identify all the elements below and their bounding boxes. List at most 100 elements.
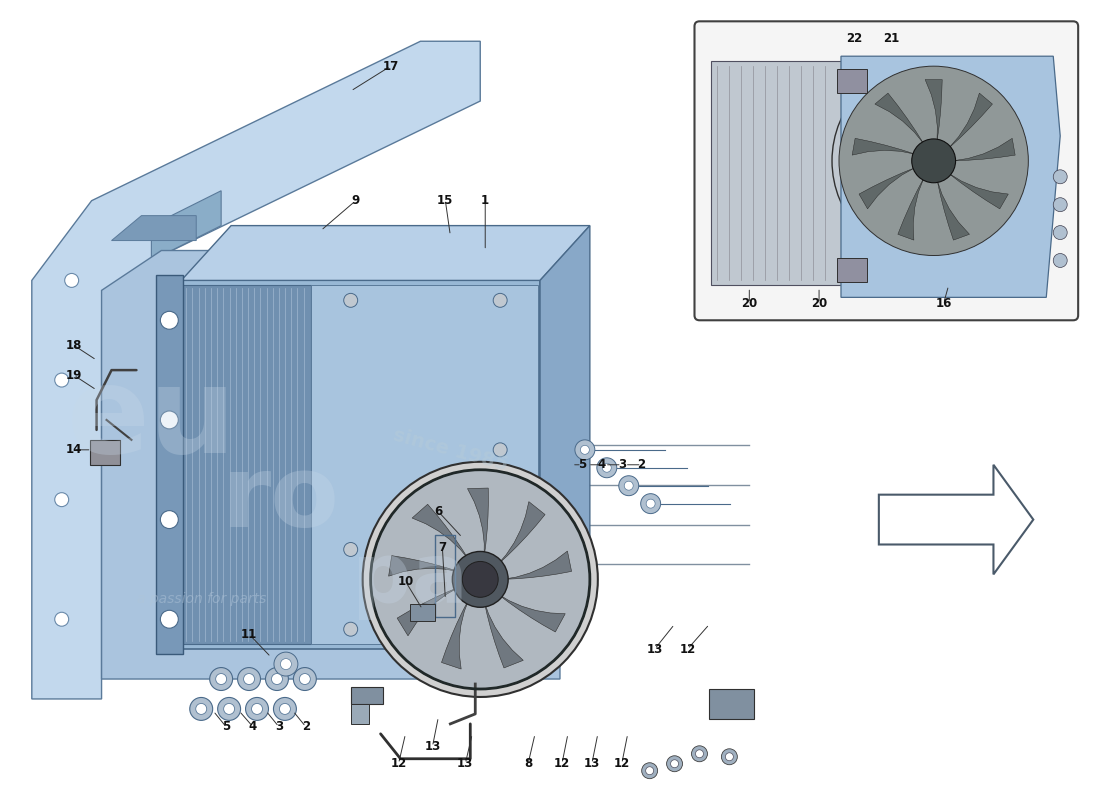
- Circle shape: [274, 698, 296, 720]
- Text: pa: pa: [352, 539, 469, 620]
- Circle shape: [265, 667, 288, 690]
- Circle shape: [55, 493, 68, 506]
- Text: 21: 21: [882, 32, 899, 45]
- Polygon shape: [953, 138, 1015, 161]
- Circle shape: [725, 753, 734, 761]
- Circle shape: [493, 622, 507, 636]
- Circle shape: [161, 510, 178, 529]
- Circle shape: [241, 360, 460, 579]
- Circle shape: [161, 610, 178, 628]
- Polygon shape: [484, 601, 524, 668]
- Polygon shape: [111, 216, 196, 241]
- Circle shape: [912, 139, 956, 182]
- Circle shape: [603, 463, 612, 472]
- Circle shape: [196, 703, 207, 714]
- Text: 1: 1: [481, 194, 490, 207]
- Circle shape: [216, 674, 227, 685]
- Circle shape: [252, 703, 263, 714]
- Text: 6: 6: [434, 505, 442, 518]
- Text: 12: 12: [553, 758, 570, 770]
- Circle shape: [65, 274, 78, 287]
- Text: 5: 5: [222, 720, 230, 734]
- Text: 3: 3: [275, 720, 283, 734]
- Polygon shape: [468, 488, 488, 558]
- Circle shape: [272, 674, 283, 685]
- Text: 15: 15: [437, 194, 453, 207]
- Circle shape: [832, 59, 1035, 262]
- Circle shape: [343, 542, 358, 557]
- Circle shape: [695, 750, 704, 758]
- FancyBboxPatch shape: [694, 22, 1078, 320]
- Polygon shape: [351, 704, 369, 724]
- Text: ro: ro: [222, 451, 340, 548]
- Polygon shape: [184, 286, 311, 644]
- Text: 2: 2: [301, 720, 310, 734]
- Circle shape: [667, 756, 682, 772]
- Circle shape: [493, 294, 507, 307]
- Circle shape: [274, 652, 298, 676]
- Circle shape: [1053, 170, 1067, 184]
- Circle shape: [1053, 254, 1067, 267]
- Circle shape: [190, 698, 212, 720]
- Polygon shape: [898, 178, 924, 240]
- Circle shape: [343, 294, 358, 307]
- Circle shape: [1053, 226, 1067, 239]
- Text: 16: 16: [935, 297, 952, 310]
- Text: 8: 8: [524, 758, 532, 770]
- Text: 4: 4: [249, 720, 257, 734]
- Text: 13: 13: [458, 758, 473, 770]
- Circle shape: [243, 674, 254, 685]
- Polygon shape: [540, 226, 590, 649]
- Circle shape: [371, 470, 590, 689]
- Circle shape: [692, 746, 707, 762]
- Polygon shape: [925, 79, 943, 142]
- Polygon shape: [859, 167, 916, 209]
- Polygon shape: [311, 286, 538, 644]
- Circle shape: [671, 760, 679, 768]
- Text: 11: 11: [241, 628, 257, 641]
- Text: since 1985: since 1985: [390, 426, 510, 474]
- Text: 4: 4: [597, 458, 606, 471]
- Circle shape: [581, 446, 590, 454]
- Text: 20: 20: [811, 297, 827, 310]
- Circle shape: [223, 703, 234, 714]
- Polygon shape: [412, 504, 470, 560]
- Polygon shape: [837, 69, 867, 93]
- Text: 2: 2: [638, 458, 646, 471]
- Text: 13: 13: [425, 740, 440, 754]
- Circle shape: [210, 667, 232, 690]
- Polygon shape: [89, 440, 120, 465]
- Circle shape: [462, 562, 498, 598]
- Circle shape: [55, 373, 68, 387]
- Circle shape: [294, 667, 317, 690]
- Text: 19: 19: [66, 369, 81, 382]
- Polygon shape: [842, 56, 1060, 298]
- Circle shape: [363, 462, 597, 697]
- Circle shape: [343, 622, 358, 636]
- Text: 20: 20: [741, 297, 758, 310]
- Circle shape: [280, 658, 292, 670]
- Polygon shape: [503, 551, 572, 579]
- Polygon shape: [182, 281, 540, 649]
- Circle shape: [619, 476, 639, 496]
- Text: a passion for parts: a passion for parts: [136, 592, 266, 606]
- Polygon shape: [948, 93, 992, 149]
- Text: 17: 17: [383, 60, 398, 73]
- Circle shape: [161, 311, 178, 330]
- Circle shape: [646, 766, 653, 774]
- Polygon shape: [937, 179, 969, 240]
- Polygon shape: [351, 687, 383, 704]
- Text: 12: 12: [614, 758, 630, 770]
- Polygon shape: [879, 465, 1033, 574]
- Polygon shape: [182, 226, 590, 281]
- Circle shape: [218, 698, 241, 720]
- Circle shape: [839, 66, 1028, 255]
- Circle shape: [55, 612, 68, 626]
- Polygon shape: [388, 556, 460, 576]
- Circle shape: [238, 667, 261, 690]
- Circle shape: [722, 749, 737, 765]
- Polygon shape: [497, 502, 546, 566]
- Text: 14: 14: [66, 443, 81, 456]
- Circle shape: [597, 458, 617, 478]
- Polygon shape: [397, 587, 460, 636]
